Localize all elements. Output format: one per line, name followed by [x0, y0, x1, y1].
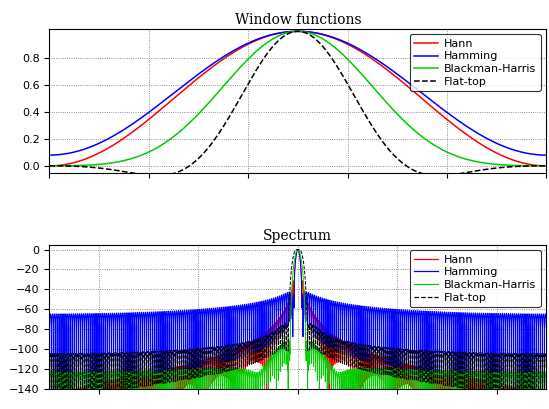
Title: Window functions: Window functions	[234, 13, 361, 27]
Hann	[46, 164, 53, 169]
Blackman-Harris	[512, 375, 518, 380]
Hamming	[294, 29, 300, 34]
Hamming	[450, 324, 457, 329]
Flat-top	[486, 351, 492, 355]
Flat-top	[453, 172, 460, 177]
Blackman-Harris	[46, 164, 53, 169]
Line: Hamming: Hamming	[49, 31, 546, 155]
Title: Spectrum: Spectrum	[264, 229, 332, 243]
Flat-top	[235, 99, 242, 103]
Hamming	[85, 316, 92, 321]
Flat-top	[436, 173, 442, 178]
Blackman-Harris	[486, 369, 492, 374]
Flat-top	[378, 346, 384, 351]
Blackman-Harris	[543, 164, 549, 169]
Hann	[294, 29, 300, 34]
Flat-top	[202, 149, 209, 154]
Line: Hann: Hann	[49, 249, 546, 409]
Hamming	[486, 311, 492, 316]
Hamming	[451, 116, 458, 121]
Flat-top	[543, 163, 549, 168]
Blackman-Harris	[292, 29, 298, 34]
Legend: Hann, Hamming, Blackman-Harris, Flat-top: Hann, Hamming, Blackman-Harris, Flat-top	[410, 34, 541, 91]
Hann	[512, 385, 518, 390]
Hann	[262, 34, 269, 39]
Hamming	[295, 247, 301, 252]
Hann	[530, 398, 537, 403]
Hann	[450, 374, 457, 379]
Legend: Hann, Hamming, Blackman-Harris, Flat-top: Hann, Hamming, Blackman-Harris, Flat-top	[410, 250, 541, 307]
Flat-top	[294, 247, 301, 252]
Hamming	[235, 45, 242, 50]
Hann	[378, 354, 384, 359]
Hamming	[292, 29, 298, 34]
Flat-top	[229, 109, 236, 114]
Hamming	[262, 34, 269, 39]
Hann	[486, 387, 492, 392]
Hamming	[202, 67, 209, 72]
Hann	[292, 29, 298, 34]
Line: Blackman-Harris: Blackman-Harris	[49, 31, 546, 166]
Hann	[543, 164, 549, 169]
Blackman-Harris	[378, 369, 384, 373]
Flat-top	[262, 53, 269, 58]
Line: Blackman-Harris: Blackman-Harris	[49, 249, 546, 409]
Blackman-Harris	[543, 384, 549, 389]
Flat-top	[450, 364, 457, 369]
Hamming	[229, 49, 236, 54]
Hann	[235, 47, 242, 52]
Hann	[202, 70, 209, 75]
Blackman-Harris	[294, 29, 300, 34]
Flat-top	[512, 356, 518, 361]
Blackman-Harris	[85, 375, 92, 380]
Hamming	[543, 326, 549, 330]
Line: Flat-top: Flat-top	[49, 31, 546, 176]
Hann	[85, 382, 92, 387]
Flat-top	[294, 29, 300, 34]
Hann	[229, 51, 236, 56]
Hamming	[512, 316, 518, 321]
Line: Flat-top: Flat-top	[49, 249, 546, 409]
Flat-top	[543, 365, 549, 370]
Flat-top	[530, 353, 537, 357]
Blackman-Harris	[262, 41, 269, 46]
Line: Hamming: Hamming	[49, 249, 546, 409]
Blackman-Harris	[450, 381, 457, 386]
Blackman-Harris	[451, 153, 458, 158]
Hamming	[543, 153, 549, 157]
Flat-top	[292, 29, 298, 34]
Blackman-Harris	[229, 73, 236, 78]
Blackman-Harris	[235, 67, 242, 72]
Blackman-Harris	[295, 247, 301, 252]
Flat-top	[46, 163, 53, 168]
Hann	[295, 247, 301, 252]
Blackman-Harris	[202, 104, 209, 109]
Flat-top	[85, 355, 92, 360]
Line: Hann: Hann	[49, 31, 546, 166]
Hamming	[530, 313, 537, 318]
Hamming	[378, 307, 384, 312]
Hann	[451, 123, 458, 128]
Hamming	[46, 153, 53, 157]
Blackman-Harris	[530, 371, 537, 376]
